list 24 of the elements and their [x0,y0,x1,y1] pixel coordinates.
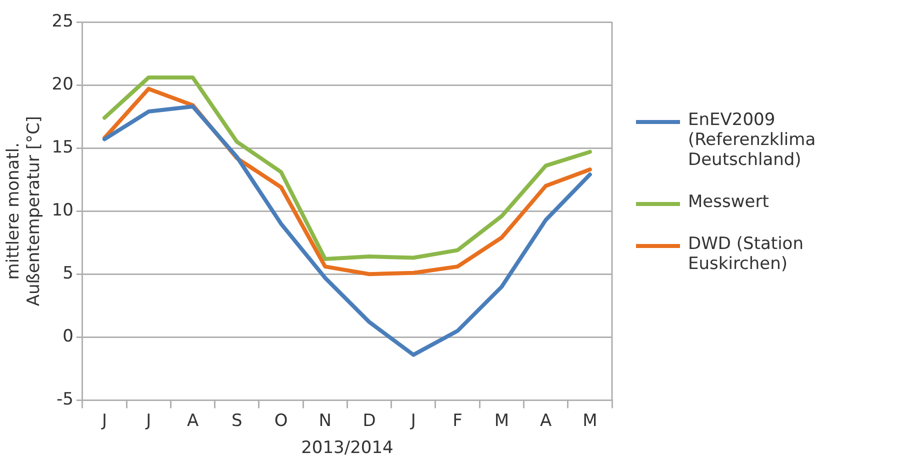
x-tick-label: M [582,410,598,431]
x-tick-label: J [100,410,108,431]
legend-label: DWD (Station Euskirchen) [688,234,804,274]
y-tick-label: 20 [52,74,74,94]
y-tick-label: 25 [52,11,74,32]
x-tick-label: O [274,410,288,431]
y-tick-label: 5 [62,264,74,284]
legend-label: Messwert [688,192,770,212]
x-tick-label: A [540,410,552,431]
y-tick-label: 0 [62,326,74,347]
x-tick-label: J [145,410,152,431]
y-tick-label: -5 [56,390,74,410]
x-tick-label: A [186,410,199,431]
y-tick-label: 15 [52,137,74,158]
y-tick-label: 10 [52,200,74,221]
x-tick-label: D [362,410,376,431]
x-tick-label: M [494,410,510,431]
y-axis-title: mittlere monatl. Außentemperatur [°C] [4,116,44,306]
x-tick-label: J [410,410,416,431]
x-tick-label: S [231,410,242,431]
legend-label: EnEV2009 (Referenzklima Deutschland) [688,110,817,170]
x-tick-label: F [452,410,462,431]
x-tick-label: N [318,410,332,431]
x-axis-title: 2013/2014 [301,438,394,458]
